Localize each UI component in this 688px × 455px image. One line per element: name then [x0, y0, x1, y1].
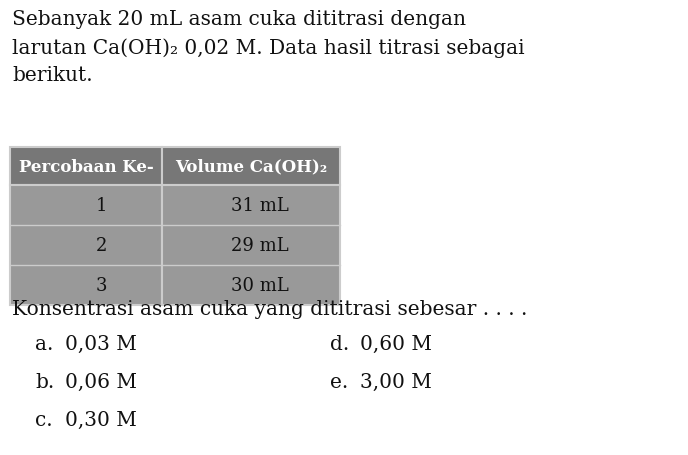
Text: 31 mL: 31 mL — [231, 197, 289, 214]
Text: e.: e. — [330, 372, 348, 391]
Text: 0,06 M: 0,06 M — [65, 372, 137, 391]
Text: 0,03 M: 0,03 M — [65, 334, 137, 353]
Text: Percobaan Ke-: Percobaan Ke- — [19, 158, 153, 175]
Bar — [10, 186, 162, 305]
Text: 3: 3 — [96, 276, 107, 294]
Text: 0,60 M: 0,60 M — [360, 334, 432, 353]
Text: 29 mL: 29 mL — [231, 237, 289, 254]
Text: berikut.: berikut. — [12, 66, 93, 85]
Text: Volume Ca(OH)₂: Volume Ca(OH)₂ — [175, 158, 327, 175]
Bar — [10, 148, 162, 186]
Text: 30 mL: 30 mL — [231, 276, 289, 294]
Bar — [162, 148, 340, 186]
Text: larutan Ca(OH)₂ 0,02 M. Data hasil titrasi sebagai: larutan Ca(OH)₂ 0,02 M. Data hasil titra… — [12, 38, 525, 57]
Text: a.: a. — [35, 334, 54, 353]
Text: Sebanyak 20 mL asam cuka dititrasi dengan: Sebanyak 20 mL asam cuka dititrasi denga… — [12, 10, 466, 29]
Text: 0,30 M: 0,30 M — [65, 410, 137, 429]
Text: 3,00 M: 3,00 M — [360, 372, 432, 391]
Bar — [162, 186, 340, 305]
Text: 1: 1 — [96, 197, 107, 214]
Text: b.: b. — [35, 372, 54, 391]
Text: d.: d. — [330, 334, 350, 353]
Text: Konsentrasi asam cuka yang dititrasi sebesar . . . .: Konsentrasi asam cuka yang dititrasi seb… — [12, 299, 528, 318]
Text: c.: c. — [35, 410, 52, 429]
Text: 2: 2 — [96, 237, 107, 254]
